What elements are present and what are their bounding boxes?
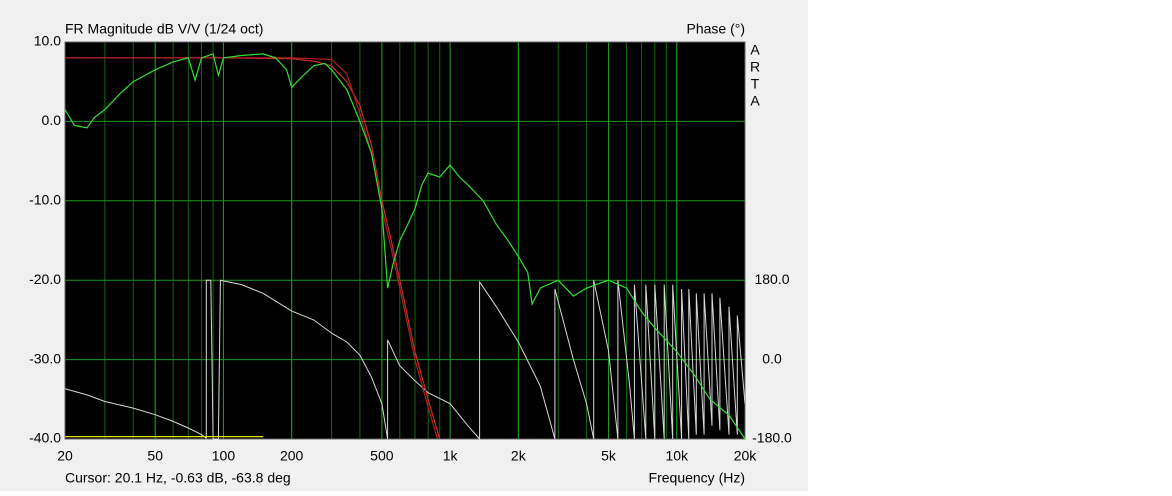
x-tick-label: 50 <box>147 448 163 464</box>
cursor-readout: Cursor: 20.1 Hz, -0.63 dB, -63.8 deg <box>65 470 291 486</box>
y-tick-label: -40.0 <box>29 430 61 446</box>
x-tick-label: 200 <box>280 448 304 464</box>
x-tick-label: 20 <box>57 448 73 464</box>
series-line <box>65 57 439 440</box>
y2-axis-label: Phase (°) <box>686 21 745 37</box>
grid <box>64 41 746 440</box>
y2-tick-label: 180.0 <box>754 271 789 287</box>
x-axis-label: Frequency (Hz) <box>649 470 745 486</box>
y2-tick-label: 0.0 <box>762 350 782 366</box>
series-line <box>65 53 745 440</box>
y-tick-label: -20.0 <box>29 271 61 287</box>
x-tick-label: 500 <box>370 448 394 464</box>
y-tick-label: 0.0 <box>42 112 62 128</box>
x-tick-label: 20k <box>734 448 758 464</box>
x-tick-label: 10k <box>665 448 689 464</box>
x-tick-label: 2k <box>511 448 527 464</box>
plot-border <box>64 41 746 440</box>
logo-letter: A <box>750 93 760 109</box>
logo-letter: T <box>751 76 760 92</box>
y-tick-label: -30.0 <box>29 350 61 366</box>
x-tick-label: 100 <box>212 448 236 464</box>
plot-area <box>65 42 745 439</box>
logo-letter: R <box>750 59 760 75</box>
x-tick-label: 5k <box>601 448 617 464</box>
x-tick-label: 1k <box>443 448 459 464</box>
chart-title: FR Magnitude dB V/V (1/24 oct) <box>65 21 263 37</box>
y2-tick-label: -180.0 <box>752 430 792 446</box>
y-tick-label: -10.0 <box>29 192 61 208</box>
y-tick-label: 10.0 <box>34 33 61 49</box>
series-layer <box>65 53 745 440</box>
series-line <box>65 279 745 440</box>
logo-letter: A <box>750 42 760 58</box>
